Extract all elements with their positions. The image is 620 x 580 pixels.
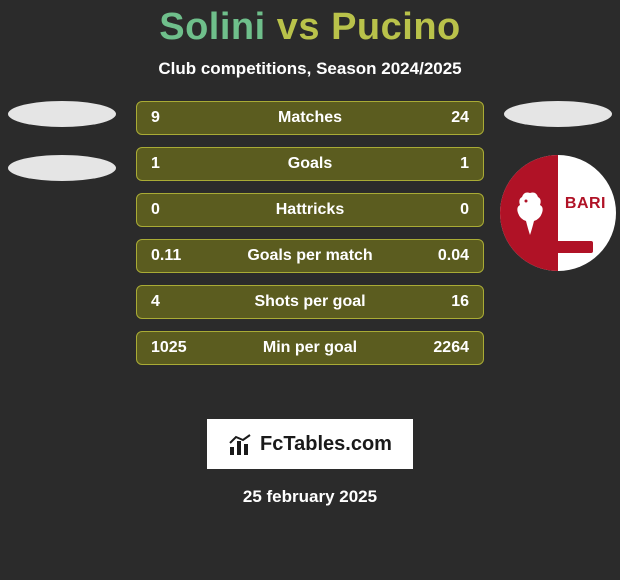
vs-text: vs — [277, 6, 320, 48]
stat-label: Goals per match — [201, 247, 419, 265]
stat-value-right: 16 — [419, 293, 469, 311]
fctables-logo: FcTables.com — [207, 419, 413, 469]
player1-name: Solini — [159, 6, 265, 48]
left-team-placeholder-1 — [8, 101, 116, 127]
stat-value-left: 1025 — [151, 339, 201, 357]
chart-icon — [228, 433, 254, 455]
stats-table: 9Matches24 1Goals1 0Hattricks0 0.11Goals pe… — [136, 101, 484, 365]
stat-label: Shots per goal — [201, 293, 419, 311]
right-team-placeholder — [504, 101, 612, 127]
stat-value-right: 0.04 — [419, 247, 469, 265]
comparison-title: Solini vs Pucino — [0, 0, 620, 49]
fctables-text: FcTables.com — [260, 433, 392, 456]
stat-row: 0Hattricks0 — [136, 193, 484, 227]
left-team-placeholder-2 — [8, 155, 116, 181]
stat-value-left: 1 — [151, 155, 201, 173]
stat-row: 9Matches24 — [136, 101, 484, 135]
badge-text: BARI — [565, 195, 606, 213]
left-team-logos — [2, 101, 122, 209]
stat-label: Goals — [201, 155, 419, 173]
stat-value-left: 9 — [151, 109, 201, 127]
stat-value-right: 2264 — [419, 339, 469, 357]
bari-badge: BARI — [500, 155, 616, 271]
footer-date: 25 february 2025 — [0, 487, 620, 507]
stat-row: 4Shots per goal16 — [136, 285, 484, 319]
stat-value-right: 1 — [419, 155, 469, 173]
stat-label: Hattricks — [201, 201, 419, 219]
right-team-logos: BARI — [498, 101, 618, 271]
stat-label: Min per goal — [201, 339, 419, 357]
player2-name: Pucino — [331, 6, 461, 48]
stat-value-left: 0.11 — [151, 247, 201, 265]
stat-value-right: 0 — [419, 201, 469, 219]
stat-row: 1025Min per goal2264 — [136, 331, 484, 365]
rooster-icon — [510, 189, 550, 239]
stat-row: 1Goals1 — [136, 147, 484, 181]
stat-value-left: 0 — [151, 201, 201, 219]
comparison-content: BARI 9Matches241Goals10Hattricks00.11Goa… — [0, 101, 620, 401]
stat-value-right: 24 — [419, 109, 469, 127]
badge-ribbon — [523, 241, 593, 253]
stat-label: Matches — [201, 109, 419, 127]
stat-value-left: 4 — [151, 293, 201, 311]
stat-row: 0.11Goals per match0.04 — [136, 239, 484, 273]
subtitle: Club competitions, Season 2024/2025 — [0, 59, 620, 79]
